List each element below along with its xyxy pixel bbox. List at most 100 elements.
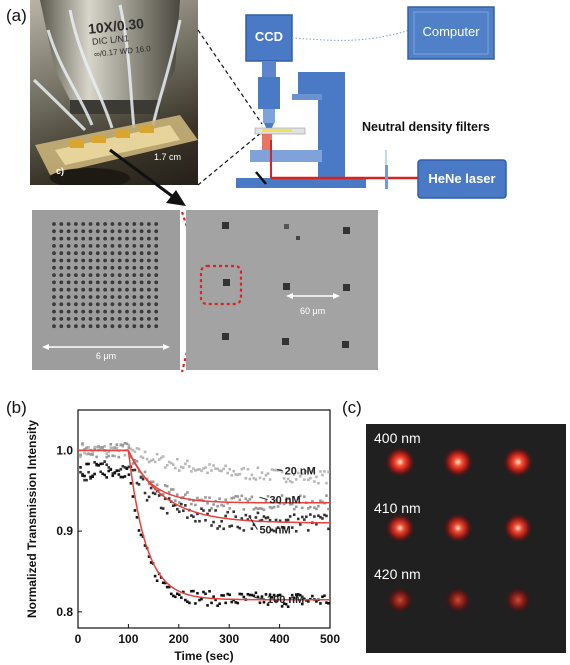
data-point: [81, 443, 84, 447]
data-point: [288, 515, 292, 518]
nanohole: [52, 222, 56, 226]
data-point: [220, 594, 223, 597]
dimension-label: 1.7 cm: [154, 152, 182, 162]
device-photo-drawing: [32, 0, 198, 185]
data-point: [175, 592, 179, 596]
data-point: [216, 467, 219, 471]
data-point: [254, 516, 258, 519]
nanohole: [125, 287, 129, 292]
data-point: [204, 592, 207, 596]
data-point: [204, 496, 207, 499]
nanohole: [110, 265, 115, 270]
data-point: [81, 474, 84, 477]
data-point: [109, 446, 113, 449]
data-point: [194, 469, 197, 472]
data-point: [163, 484, 167, 487]
nanohole: [147, 324, 151, 329]
nanohole: [95, 273, 100, 277]
data-point: [319, 470, 322, 473]
nanohole: [110, 309, 115, 314]
data-point: [242, 466, 246, 470]
nanohole: [139, 251, 144, 256]
data-point: [236, 495, 240, 498]
transmission-spot: [504, 586, 532, 614]
nanohole: [74, 229, 78, 234]
data-point: [256, 466, 260, 470]
data-point: [278, 519, 282, 523]
data-point: [216, 604, 219, 608]
data-point: [111, 474, 115, 478]
data-point: [131, 468, 135, 472]
data-point: [238, 498, 242, 502]
data-point: [99, 462, 102, 466]
data-point: [206, 512, 209, 516]
data-point: [91, 453, 94, 456]
data-point: [302, 495, 306, 498]
data-point: [298, 494, 302, 498]
sem-array-image: 6 μm: [32, 210, 180, 370]
data-point: [123, 441, 127, 445]
nanohole: [59, 258, 64, 263]
data-point: [236, 473, 240, 477]
data-point: [262, 600, 266, 604]
data-point: [89, 453, 92, 456]
data-point: [169, 592, 173, 596]
data-point: [327, 602, 330, 605]
data-point: [81, 442, 84, 445]
data-point: [294, 478, 298, 481]
series-label: 20 nM: [285, 466, 316, 478]
data-point: [288, 597, 292, 600]
data-point: [321, 517, 324, 520]
data-point: [91, 451, 94, 454]
panel-label-b: (b): [6, 398, 27, 417]
spot-row-label-3: 420 nm: [374, 566, 421, 582]
data-point: [300, 602, 304, 606]
nanohole: [66, 229, 71, 234]
data-point: [305, 515, 308, 519]
data-point: [200, 507, 203, 510]
nanohole: [125, 280, 129, 285]
nanohole: [88, 309, 93, 314]
data-point: [234, 473, 238, 476]
data-point: [242, 508, 246, 511]
nanohole: [139, 295, 144, 299]
nanohole: [74, 317, 78, 321]
data-point: [206, 604, 209, 607]
data-point: [83, 478, 86, 482]
data-point: [284, 498, 288, 502]
series-arrow: [259, 496, 268, 501]
data-point: [210, 601, 213, 605]
data-point: [319, 515, 322, 519]
nanohole: [147, 302, 151, 307]
nanohole: [132, 287, 137, 292]
data-point: [89, 475, 92, 479]
data-point: [250, 527, 254, 530]
data-point: [266, 603, 270, 606]
data-point: [167, 497, 171, 500]
data-point: [307, 507, 310, 510]
nanohole: [139, 244, 144, 248]
data-point: [101, 447, 104, 450]
data-point: [236, 525, 240, 529]
data-point: [222, 504, 225, 508]
data-point: [290, 502, 294, 506]
data-point: [230, 524, 234, 528]
data-point: [240, 494, 244, 498]
data-point: [216, 504, 219, 508]
data-point: [184, 598, 187, 602]
data-point: [198, 519, 201, 523]
data-point: [264, 473, 268, 477]
data-point: [274, 518, 278, 522]
data-point: [296, 517, 300, 521]
data-point: [186, 491, 189, 494]
nanohole: [139, 265, 144, 270]
data-point: [119, 467, 123, 471]
data-point: [315, 507, 318, 511]
data-point: [240, 517, 244, 520]
data-point: [276, 594, 280, 597]
data-point: [109, 468, 113, 471]
data-point: [186, 600, 189, 603]
nanohole: [132, 273, 137, 277]
nanohole: [81, 287, 86, 292]
nanohole: [52, 258, 56, 263]
